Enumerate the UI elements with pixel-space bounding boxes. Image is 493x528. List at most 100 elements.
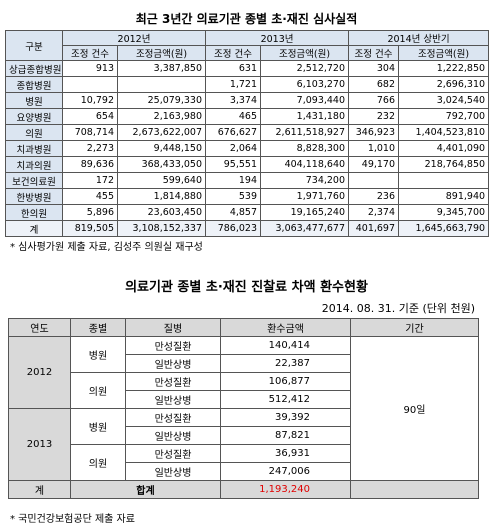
cell: 1,431,180 bbox=[260, 108, 350, 125]
row-label: 보건의료원 bbox=[5, 172, 63, 189]
total-label: 합계 bbox=[70, 480, 221, 499]
cell: 2,673,622,007 bbox=[116, 124, 207, 141]
data-row: 병원 10,792 25,079,330 3,374 7,093,440 766 3,024… bbox=[5, 92, 490, 109]
cell: 7,093,440 bbox=[260, 92, 350, 109]
amount-cell: 39,392 bbox=[220, 408, 351, 427]
cell: 368,433,050 bbox=[116, 156, 207, 173]
cell: 819,505 bbox=[62, 220, 118, 237]
disease-cell: 만성질환 bbox=[125, 372, 221, 391]
cell: 304 bbox=[348, 60, 400, 77]
cell: 404,118,640 bbox=[260, 156, 350, 173]
data-row: 치과병원 2,273 9,448,150 2,064 8,828,300 1,010 4,4… bbox=[5, 140, 490, 157]
subheader-row: 조정 건수 조정금액(원) 조정 건수 조정금액(원) 조정 건수 조정금액(원) bbox=[6, 45, 490, 61]
header-row: 구분 2012년 2013년 2014년 상반기 bbox=[5, 30, 490, 61]
data-row: 보건의료원 172 599,640 194 734,200 bbox=[5, 172, 490, 189]
row-label: 한방병원 bbox=[5, 188, 63, 205]
row-label: 의원 bbox=[5, 124, 63, 141]
amount-cell: 36,931 bbox=[220, 444, 351, 463]
cell: 1,971,760 bbox=[260, 188, 350, 205]
cell: 539 bbox=[205, 188, 262, 205]
cell: 2,163,980 bbox=[116, 108, 207, 125]
row-label: 종합병원 bbox=[5, 76, 63, 93]
cell: 766 bbox=[348, 92, 400, 109]
amount-cell: 106,877 bbox=[220, 372, 351, 391]
disease-cell: 일반상병 bbox=[125, 426, 221, 445]
data-row: 의원 만성질환 106,877 bbox=[9, 372, 479, 409]
cell: 2,611,518,927 bbox=[260, 124, 350, 141]
cell: 401,697 bbox=[348, 220, 400, 237]
cell: 708,714 bbox=[62, 124, 118, 141]
data-row: 일반상병 87,821 bbox=[9, 426, 479, 445]
table1-note: * 심사평가원 제출 자료, 김성주 의원실 재구성 bbox=[10, 242, 203, 253]
header-cell: 조정 건수 bbox=[205, 45, 262, 61]
header-cell: 2012년 bbox=[61, 30, 207, 46]
cell: 346,923 bbox=[348, 124, 400, 141]
year-cell: 2012 bbox=[8, 336, 71, 409]
header-cell: 구분 bbox=[5, 30, 63, 61]
disease-cell: 일반상병 bbox=[125, 390, 221, 409]
cell bbox=[116, 76, 207, 93]
cell: 631 bbox=[205, 60, 262, 77]
data-row: 2012 병원 만성질환 140,414 90일 bbox=[8, 336, 479, 481]
total-amount: 1,193,240 bbox=[220, 480, 351, 499]
row-label: 치과병원 bbox=[5, 140, 63, 157]
row-label: 병원 bbox=[5, 92, 63, 109]
row-label: 요양병원 bbox=[5, 108, 63, 125]
disease-cell: 만성질환 bbox=[125, 336, 221, 355]
cell: 3,108,152,337 bbox=[116, 220, 207, 237]
cell: 1,222,850 bbox=[398, 60, 490, 77]
cell: 3,387,850 bbox=[116, 60, 207, 77]
table2-note: * 국민건강보험공단 제출 자료 bbox=[10, 514, 135, 525]
table2-title: 의료기관 종별 초·재진 진찰료 차액 환수현황 bbox=[125, 280, 368, 295]
cell: 676,627 bbox=[205, 124, 262, 141]
cell: 232 bbox=[348, 108, 400, 125]
cell bbox=[62, 76, 118, 93]
header-cell: 조정금액(원) bbox=[116, 45, 207, 61]
cell: 682 bbox=[348, 76, 400, 93]
type-cell: 병원 bbox=[70, 336, 126, 373]
cell: 8,828,300 bbox=[260, 140, 350, 157]
table2: 연도 종별 질병 환수금액 기간 2012 병원 만성질환 140,414 90일 일반상병 22,3… bbox=[8, 318, 479, 499]
cell: 5,896 bbox=[62, 204, 118, 221]
amount-cell: 87,821 bbox=[220, 426, 351, 445]
cell bbox=[398, 172, 490, 189]
data-row: 한방병원 455 1,814,880 539 1,971,760 236 891,940 bbox=[5, 188, 490, 205]
total-row: 계 819,505 3,108,152,337 786,023 3,063,477,67… bbox=[5, 220, 490, 237]
table2-subtitle: 2014. 08. 31. 기준 (단위 천원) bbox=[321, 302, 475, 315]
cell: 1,404,523,810 bbox=[398, 124, 490, 141]
cell: 3,063,477,677 bbox=[260, 220, 350, 237]
row-label: 상급종합병원 bbox=[5, 60, 63, 77]
cell: 1,814,880 bbox=[116, 188, 207, 205]
row-label: 치과의원 bbox=[5, 156, 63, 173]
data-row: 종합병원 1,721 6,103,270 682 2,696,310 bbox=[5, 76, 490, 93]
header-cell: 조정 건수 bbox=[62, 45, 118, 61]
cell: 455 bbox=[62, 188, 118, 205]
cell: 9,448,150 bbox=[116, 140, 207, 157]
amount-cell: 22,387 bbox=[220, 354, 351, 373]
disease-cell: 일반상병 bbox=[125, 462, 221, 481]
cell: 89,636 bbox=[62, 156, 118, 173]
cell: 786,023 bbox=[205, 220, 262, 237]
cell: 3,024,540 bbox=[398, 92, 490, 109]
cell: 465 bbox=[205, 108, 262, 125]
cell: 172 bbox=[62, 172, 118, 189]
data-row: 일반상병 247,006 bbox=[9, 462, 479, 481]
data-row: 상급종합병원 913 3,387,850 631 2,512,720 304 1,222,8… bbox=[5, 60, 490, 77]
data-row: 일반상병 512,412 bbox=[9, 390, 479, 409]
total-year: 계 bbox=[8, 480, 71, 499]
amount-cell: 247,006 bbox=[220, 462, 351, 481]
header-cell: 종별 bbox=[70, 318, 126, 337]
header-row: 연도 종별 질병 환수금액 기간 bbox=[8, 318, 479, 337]
cell: 1,721 bbox=[205, 76, 262, 93]
cell: 19,165,240 bbox=[260, 204, 350, 221]
row-label: 한의원 bbox=[5, 204, 63, 221]
cell: 2,064 bbox=[205, 140, 262, 157]
row-label: 계 bbox=[5, 220, 63, 237]
header-cell: 환수금액 bbox=[220, 318, 351, 337]
cell: 891,940 bbox=[398, 188, 490, 205]
total-blank bbox=[350, 480, 479, 499]
header-cell: 질병 bbox=[125, 318, 221, 337]
header-cell: 조정금액(원) bbox=[398, 45, 490, 61]
cell: 236 bbox=[348, 188, 400, 205]
